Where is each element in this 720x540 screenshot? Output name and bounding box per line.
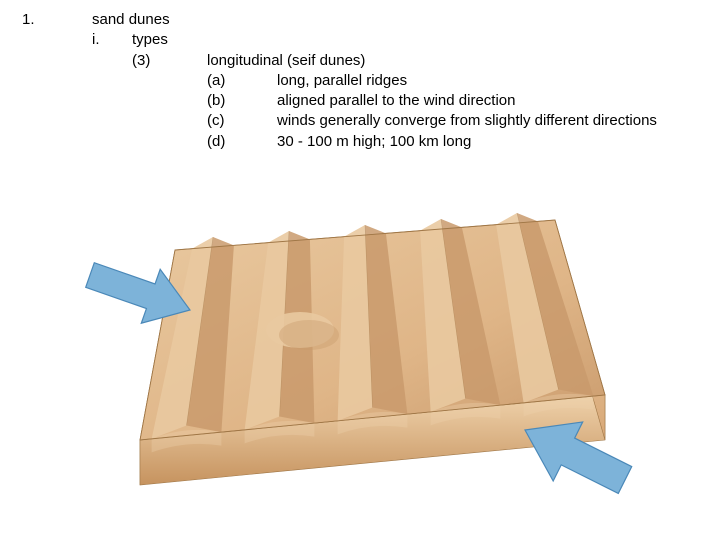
outline-a-text: long, parallel ridges [277, 71, 697, 91]
outline-number: 1. [22, 10, 92, 30]
outline-sub-i: i. [92, 30, 132, 50]
outline-a: (a) [207, 71, 277, 91]
outline-d: (d) [207, 132, 277, 152]
outline-title: sand dunes [92, 10, 170, 30]
outline-d-text: 30 - 100 m high; 100 km long [277, 132, 697, 152]
outline-text: 1. sand dunes i. types (3) longitudinal … [22, 10, 697, 152]
outline-heading: longitudinal (seif dunes) [207, 51, 365, 71]
outline-c: (c) [207, 111, 277, 131]
outline-c-text: winds generally converge from slightly d… [277, 111, 697, 131]
outline-b: (b) [207, 91, 277, 111]
outline-b-text: aligned parallel to the wind direction [277, 91, 697, 111]
outline-sub-3: (3) [132, 51, 207, 71]
dune-diagram [85, 180, 645, 530]
outline-sub-i-label: types [132, 30, 168, 50]
